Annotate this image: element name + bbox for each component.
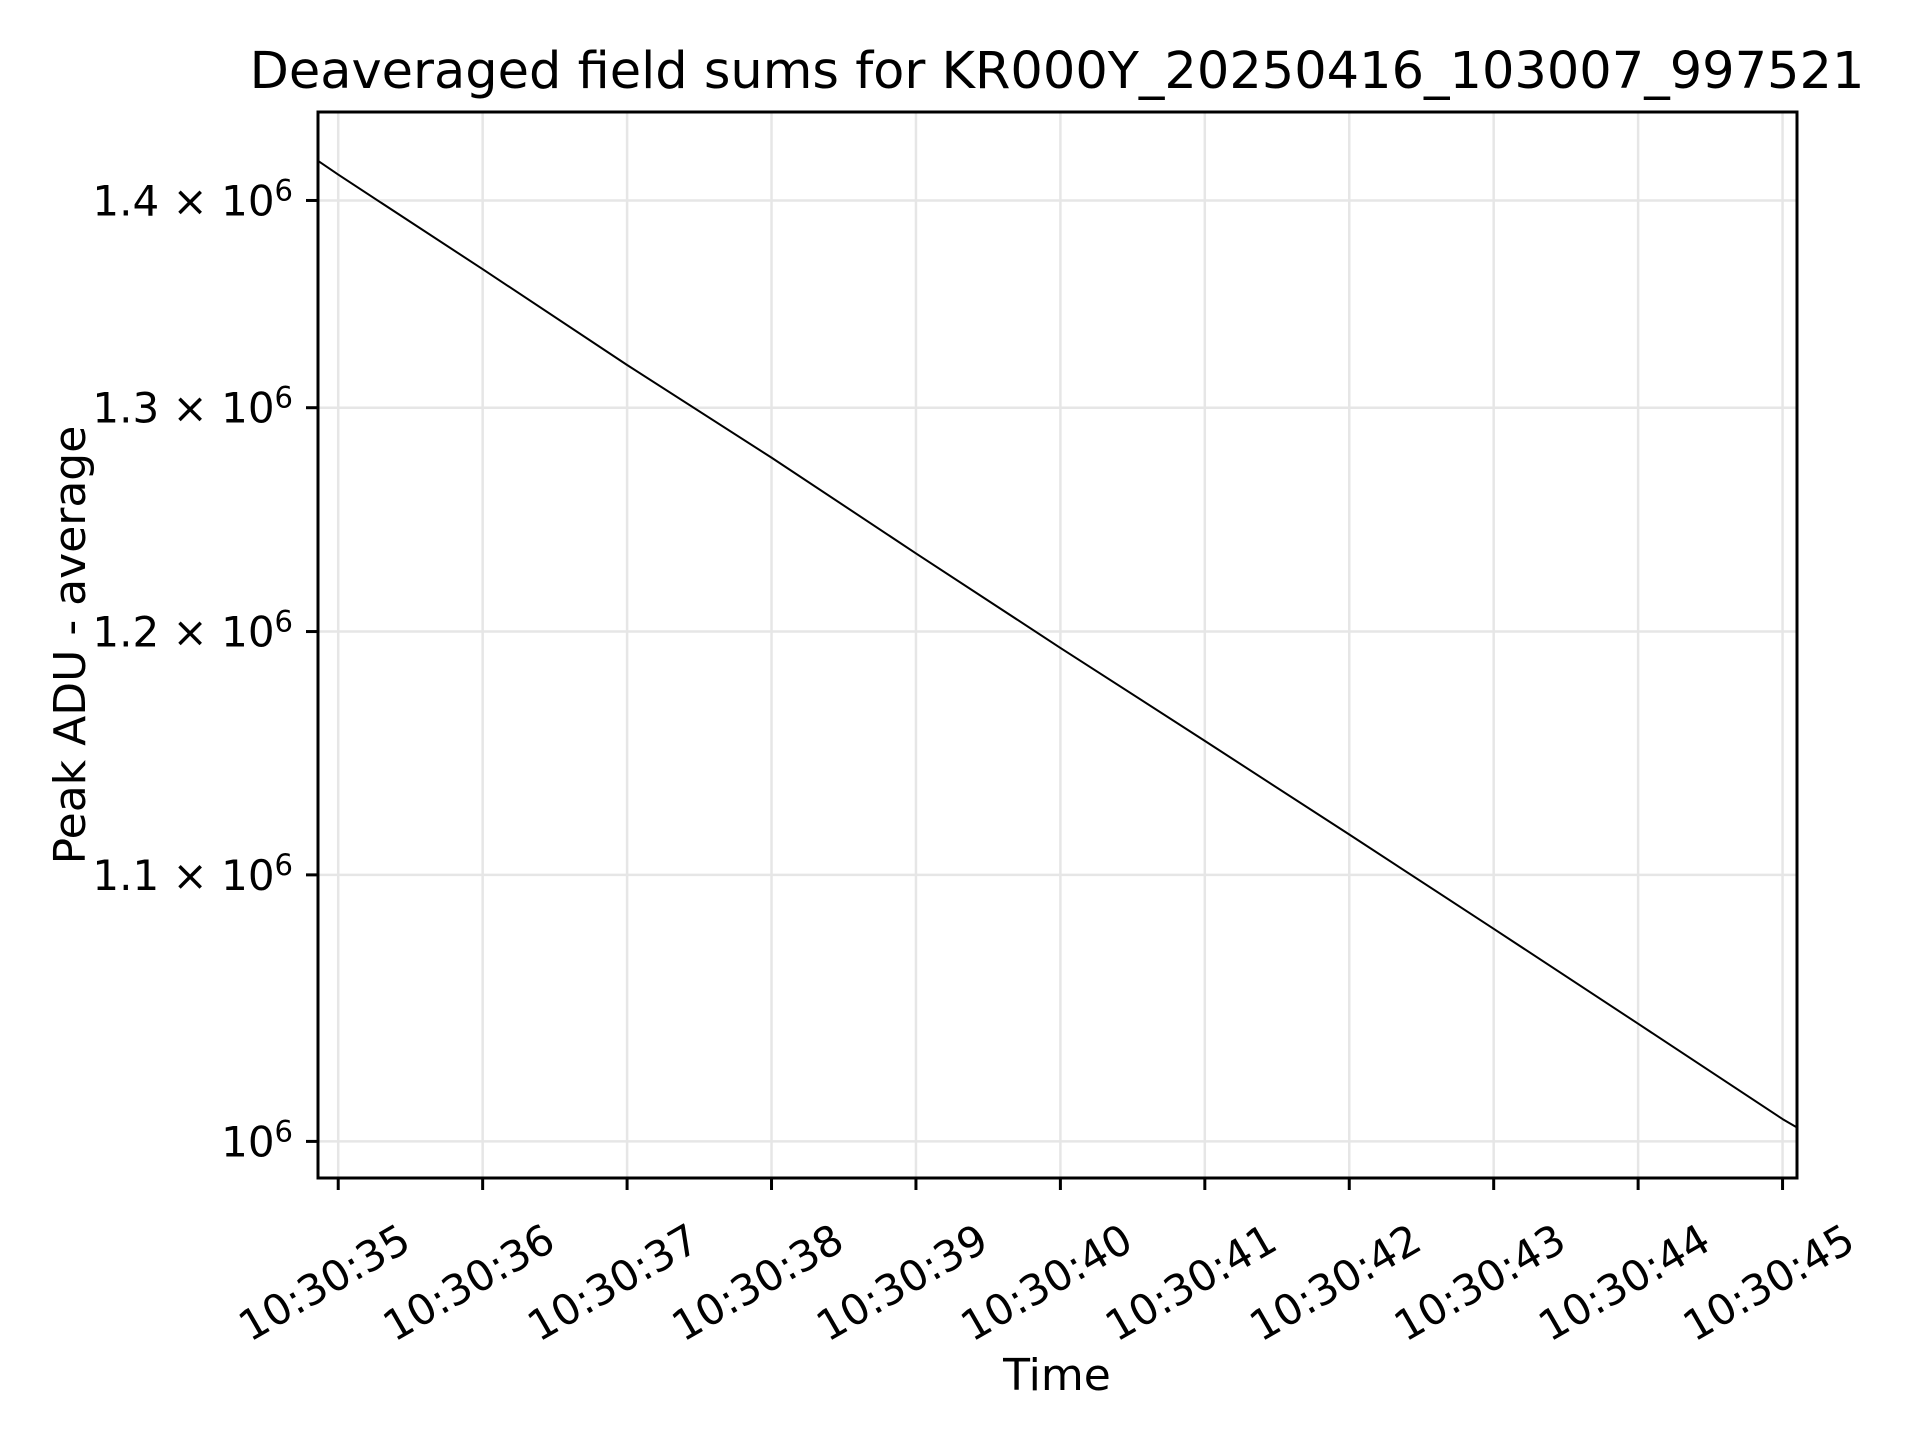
- grid-layer: [318, 112, 1797, 1178]
- x-axis-label: Time: [1002, 1350, 1111, 1401]
- y-tick-label: 1.1 × 106: [92, 848, 293, 900]
- chart-title: Deaveraged field sums for KR000Y_2025041…: [250, 42, 1865, 101]
- y-tick-label: 106: [221, 1114, 293, 1166]
- y-tick-labels: 106 1.1 × 106 1.2 × 106 1.3 × 106 1.4 × 106: [92, 173, 293, 1166]
- y-tick-label: 1.2 × 106: [92, 605, 293, 657]
- data-line: [317, 159, 1798, 1129]
- x-tick-labels: 10:30:3510:30:3610:30:3710:30:3810:30:39…: [230, 1214, 1862, 1351]
- y-tick-label: 1.3 × 106: [92, 381, 293, 433]
- tick-layer: [306, 198, 1785, 1190]
- plot-border: [316, 110, 1799, 1180]
- line-layer: [317, 159, 1798, 1129]
- y-axis-label: Peak ADU - average: [45, 426, 96, 865]
- y-tick-label: 1.4 × 106: [92, 173, 293, 225]
